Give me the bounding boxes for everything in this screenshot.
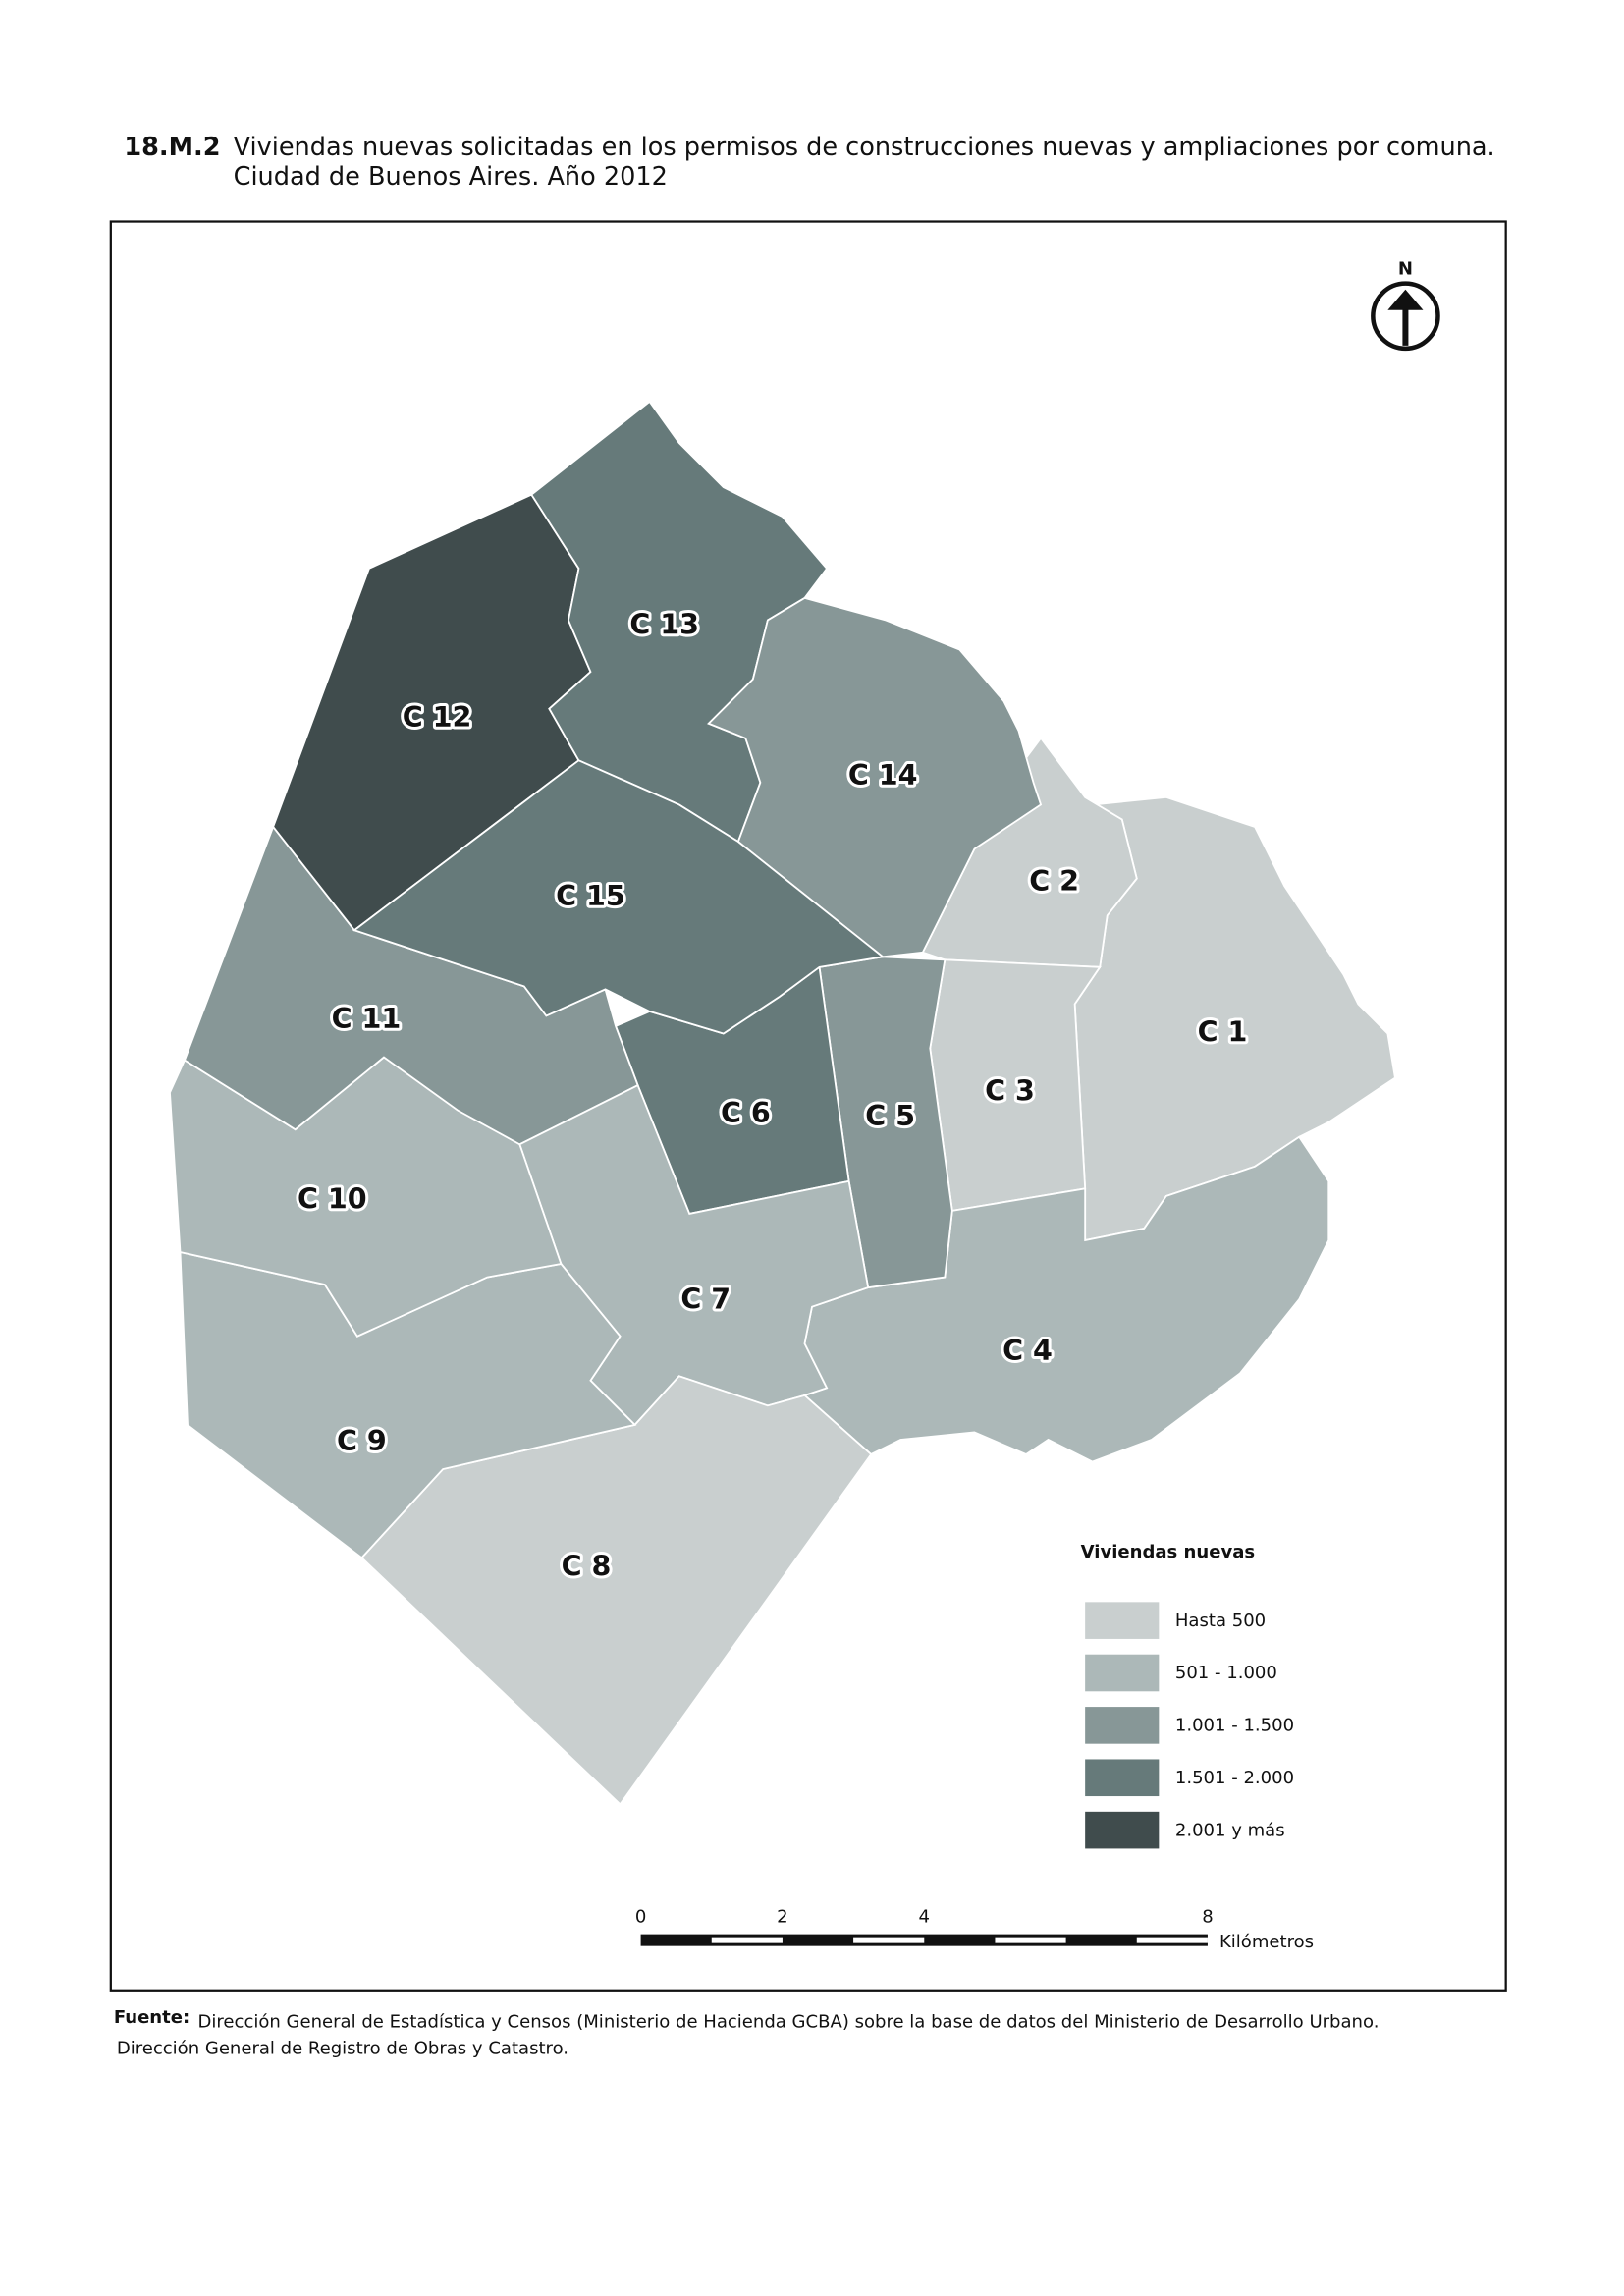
legend-swatch <box>1085 1654 1160 1692</box>
scale-segment <box>711 1937 783 1943</box>
comuna-label: C 14 <box>848 758 918 792</box>
scale-unit: Kilómetros <box>1219 1932 1314 1952</box>
scale-segment <box>853 1937 925 1943</box>
scale-tick-label: 8 <box>1202 1907 1213 1928</box>
legend-swatch <box>1085 1707 1160 1744</box>
scale-segment <box>995 1937 1066 1943</box>
comuna-label: C 9 <box>337 1424 387 1457</box>
comuna-area <box>352 759 886 1035</box>
comuna-label: C 7 <box>680 1283 731 1316</box>
comuna-label: C 13 <box>629 607 699 640</box>
legend-label: 501 - 1.000 <box>1175 1663 1277 1683</box>
legend-label: 1.001 - 1.500 <box>1175 1716 1294 1736</box>
legend-title: Viviendas nuevas <box>1081 1542 1255 1562</box>
source-line: Dirección General de Registro de Obras y… <box>117 2038 568 2058</box>
comuna-label: C 5 <box>865 1099 915 1132</box>
legend-label: 1.501 - 2.000 <box>1175 1768 1294 1788</box>
comuna-label: C 4 <box>1002 1334 1053 1367</box>
comuna-label: C 11 <box>332 1002 402 1035</box>
scale-tick-label: 2 <box>777 1907 787 1928</box>
comuna-area <box>707 596 1043 958</box>
legend-label: Hasta 500 <box>1175 1611 1266 1631</box>
legend-swatch <box>1085 1759 1160 1797</box>
map-subtitle: Ciudad de Buenos Aires. Año 2012 <box>234 162 668 191</box>
scale-tick-label: 0 <box>635 1907 646 1928</box>
map-frame <box>109 220 1507 1992</box>
comuna-label: C 3 <box>985 1074 1035 1108</box>
comuna-label: C 10 <box>298 1181 367 1215</box>
source-label: Fuente: <box>114 2007 189 2028</box>
comuna-label: C 12 <box>403 700 472 734</box>
comuna-label: C 8 <box>562 1550 612 1583</box>
map-number: 18.M.2 <box>124 133 220 162</box>
map: C 1 C 2 C 3 C 4 C 5 C 6 C 7 C 8 C 9 C 10 C 11 C 12 C… <box>169 400 1396 1806</box>
comuna-label: C 1 <box>1198 1014 1248 1048</box>
scale-tick-label: 4 <box>919 1907 930 1928</box>
map-title: Viviendas nuevas solicitadas en los perm… <box>234 133 1495 162</box>
scale-bar: Kilómetros 0 2 4 8 <box>635 1907 1314 1953</box>
scale-segment <box>1136 1937 1208 1943</box>
north-head <box>1387 289 1424 310</box>
legend-label: 2.001 y más <box>1175 1820 1285 1840</box>
north-arrow: N <box>1371 259 1440 352</box>
legend-swatch <box>1085 1811 1160 1849</box>
comuna-label: C 2 <box>1029 864 1079 898</box>
source-line: Dirección General de Estadística y Censo… <box>198 2011 1380 2032</box>
comuna-label: C 6 <box>721 1096 771 1129</box>
comuna-label: C 15 <box>556 879 625 912</box>
north-circle <box>1371 281 1440 352</box>
legend: Viviendas nuevas Hasta 500 501 - 1.000 1.0… <box>1081 1542 1294 1849</box>
north-label: N <box>1398 259 1413 280</box>
legend-swatch <box>1085 1602 1160 1639</box>
